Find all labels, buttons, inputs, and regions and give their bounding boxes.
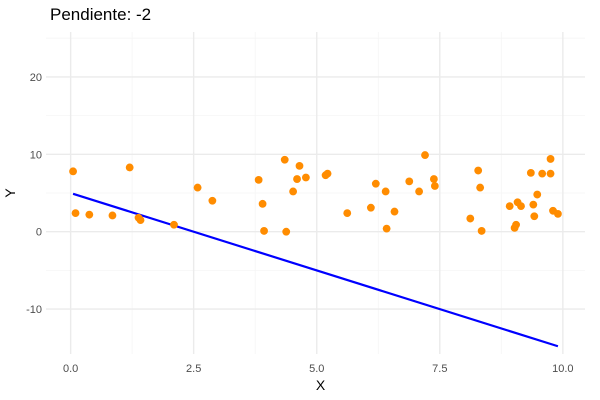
y-tick-label: 20 <box>30 72 42 84</box>
data-point <box>260 227 268 235</box>
data-point <box>136 216 145 224</box>
data-point <box>538 169 547 178</box>
data-point <box>108 211 117 220</box>
data-point <box>258 199 267 208</box>
data-point <box>371 179 380 188</box>
data-point <box>405 177 414 186</box>
data-point <box>85 210 94 219</box>
data-point <box>69 167 77 176</box>
data-point <box>293 175 301 183</box>
x-tick-label: 5.0 <box>309 363 324 375</box>
data-point <box>254 175 263 184</box>
chart-title: Pendiente: -2 <box>50 5 151 24</box>
data-point <box>71 209 80 218</box>
data-point <box>430 182 439 190</box>
regression-line-group <box>72 192 559 348</box>
y-tick-label: 0 <box>36 227 42 239</box>
y-axis-title: Y <box>2 188 18 198</box>
data-point <box>415 187 424 196</box>
x-tick-label: 2.5 <box>186 363 201 375</box>
x-axis-title: X <box>316 377 326 393</box>
data-point <box>526 168 535 177</box>
data-points <box>69 151 562 236</box>
data-point <box>289 187 298 196</box>
x-tick-label: 0.0 <box>63 363 78 375</box>
x-tick-label: 7.5 <box>432 363 447 375</box>
data-point <box>529 200 538 209</box>
data-point <box>421 151 429 159</box>
data-point <box>554 209 562 218</box>
data-point <box>343 209 352 218</box>
y-tick-label: -10 <box>26 304 42 316</box>
y-tick-label: 10 <box>30 149 42 161</box>
data-point <box>505 202 514 211</box>
data-point <box>366 203 375 212</box>
data-point <box>295 162 304 170</box>
data-point <box>512 220 520 229</box>
data-point <box>390 207 399 216</box>
data-point <box>323 169 332 178</box>
data-point <box>546 169 555 178</box>
y-tick-labels: -10 0 10 20 <box>26 72 42 316</box>
grid-minor <box>46 32 585 354</box>
data-point <box>477 227 486 235</box>
regression-line <box>72 192 559 348</box>
data-point <box>282 227 291 236</box>
data-point <box>280 155 289 164</box>
x-tick-labels: 0.0 2.5 5.0 7.5 10.0 <box>63 363 574 375</box>
data-point <box>381 187 390 196</box>
data-point <box>382 224 391 233</box>
data-point <box>517 202 525 211</box>
data-point <box>466 214 475 223</box>
data-point <box>302 173 310 182</box>
data-point <box>530 212 539 221</box>
data-point <box>476 183 485 192</box>
data-point <box>170 220 178 229</box>
x-tick-label: 10.0 <box>552 363 573 375</box>
data-point <box>533 190 542 199</box>
data-point <box>546 155 555 163</box>
grid-major <box>46 32 585 354</box>
data-point <box>208 196 217 205</box>
data-point <box>429 175 438 183</box>
data-point <box>125 163 134 172</box>
data-point <box>474 166 483 175</box>
data-point <box>193 183 202 192</box>
